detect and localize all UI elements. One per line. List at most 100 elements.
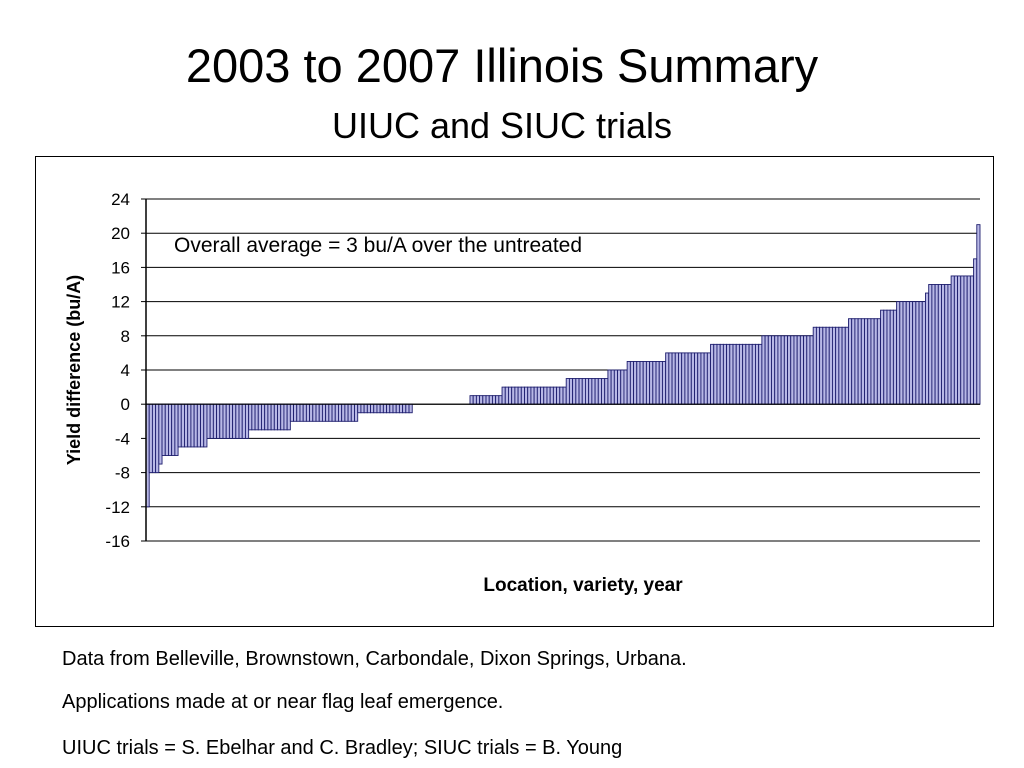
bar	[568, 378, 574, 405]
bar	[254, 403, 259, 431]
y-tick-label: 8	[121, 327, 130, 346]
bar	[171, 403, 176, 456]
bar	[190, 403, 195, 448]
y-tick-label: -4	[115, 429, 130, 448]
bar	[549, 386, 554, 405]
bar	[809, 335, 814, 405]
bar	[880, 309, 885, 405]
bar	[161, 403, 166, 456]
bar	[354, 403, 359, 422]
bar	[164, 403, 169, 456]
bar	[857, 318, 862, 405]
y-tick-label: 16	[111, 258, 130, 277]
bar	[376, 403, 381, 414]
bar	[915, 301, 920, 405]
y-tick-label: 12	[111, 293, 130, 312]
bar	[527, 386, 532, 405]
bar	[678, 352, 683, 405]
bar	[232, 403, 237, 439]
bar	[649, 360, 654, 405]
bar	[969, 275, 975, 405]
bar	[687, 352, 692, 405]
bar	[312, 403, 317, 422]
bar	[661, 360, 667, 405]
bar	[655, 360, 660, 405]
bar	[360, 403, 365, 414]
bar	[825, 326, 830, 405]
bar	[331, 403, 336, 422]
bar	[799, 335, 805, 405]
bar	[771, 335, 776, 405]
bar	[819, 326, 824, 405]
bar	[950, 275, 955, 405]
bar	[832, 326, 837, 405]
bar	[479, 395, 484, 405]
bar	[953, 275, 959, 405]
bar	[793, 335, 798, 405]
bar	[261, 403, 266, 431]
bar	[639, 360, 644, 405]
bar	[633, 360, 638, 405]
bar	[193, 403, 198, 448]
bar	[398, 403, 404, 414]
footnote-trial-credits: UIUC trials = S. Ebelhar and C. Bradley;…	[62, 737, 623, 759]
y-tick-label: -8	[115, 464, 130, 483]
y-tick-label: -16	[105, 532, 130, 551]
bar	[585, 378, 590, 405]
bar	[520, 386, 525, 405]
bar	[347, 403, 352, 422]
bar	[755, 343, 760, 405]
bar	[498, 395, 503, 405]
bar	[315, 403, 320, 422]
bar	[665, 352, 670, 405]
bar	[710, 343, 715, 405]
y-tick-label: 24	[111, 190, 130, 209]
bar	[851, 318, 856, 405]
y-tick-label: 4	[121, 361, 130, 380]
bar	[209, 403, 214, 439]
bar	[860, 318, 865, 405]
bar	[937, 284, 942, 405]
bar	[636, 360, 641, 405]
bar	[148, 403, 153, 474]
bar	[601, 378, 606, 405]
bar	[610, 369, 615, 405]
bar	[812, 326, 817, 405]
bar	[607, 369, 612, 405]
bar	[212, 403, 218, 439]
bar	[652, 360, 657, 405]
bar	[854, 318, 859, 405]
bar	[976, 224, 981, 405]
bar	[389, 403, 394, 414]
bar	[158, 403, 163, 465]
bar	[764, 335, 769, 405]
bar	[241, 403, 246, 439]
bar	[370, 403, 375, 414]
bar	[536, 386, 541, 405]
bar	[530, 386, 535, 405]
bar	[318, 403, 323, 422]
bar	[883, 309, 888, 405]
bar	[742, 343, 747, 405]
bar	[167, 403, 173, 456]
bar	[524, 386, 529, 405]
bar	[174, 403, 179, 456]
bar	[517, 386, 522, 405]
bar	[963, 275, 968, 405]
bar	[257, 403, 262, 431]
bar	[482, 395, 487, 405]
bar	[405, 403, 410, 414]
footnote-application-timing: Applications made at or near flag leaf e…	[62, 691, 504, 713]
bar	[700, 352, 705, 405]
bar	[206, 403, 211, 439]
chart-frame: 24 20 16 12 8 4 0 -4 -8 -12 -16 Overall average = …	[35, 156, 994, 627]
bar	[264, 403, 269, 431]
bar	[815, 326, 821, 405]
bar	[366, 403, 371, 414]
bar	[495, 395, 500, 405]
bar	[559, 386, 564, 405]
chart-annotation: Overall average = 3 bu/A over the untrea…	[174, 234, 582, 257]
bar	[697, 352, 702, 405]
bar	[783, 335, 788, 405]
bar	[748, 343, 753, 405]
